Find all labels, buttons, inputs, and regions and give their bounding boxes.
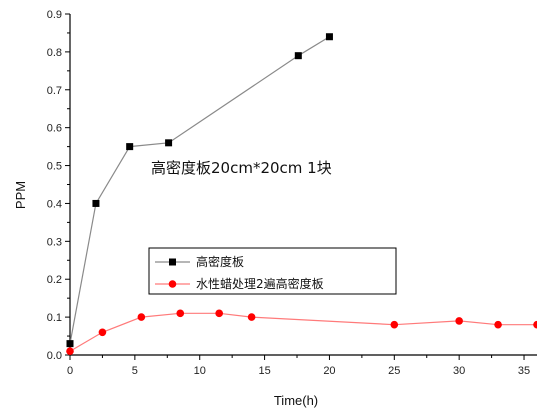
data-point: [494, 320, 502, 329]
data-point: [533, 320, 537, 329]
axes: [69, 14, 537, 356]
ticks: 0.0 0.1 0.2 0.3 0.4 0.5 0.6 0.7 0.8 0.9 0 5 10 15 20 25…: [47, 9, 530, 377]
data-point: [390, 320, 399, 329]
data-point: [176, 309, 185, 318]
series-1: [66, 33, 333, 348]
data-point: [247, 313, 256, 321]
data-point: [455, 317, 463, 325]
chart-annotation: 高密度板20cm*20cm 1块: [151, 159, 332, 177]
legend-entry-1: 高密度板: [155, 254, 244, 269]
x-tick-label: 35: [518, 365, 530, 377]
x-tick-label: 15: [258, 365, 270, 377]
y-tick-label: 0.4: [47, 198, 62, 210]
legend-entry-2: 水性蜡处理2遍高密度板: [155, 276, 324, 291]
data-point: [294, 52, 302, 60]
y-tick-label: 0.5: [47, 161, 62, 173]
series-line: [69, 312, 537, 352]
series: [66, 33, 537, 356]
legend-label: 水性蜡处理2遍高密度板: [196, 276, 324, 291]
series-2: [66, 309, 537, 356]
data-point: [66, 347, 74, 356]
legend-label: 高密度板: [196, 254, 244, 269]
legend-marker: [169, 258, 176, 266]
y-tick-label: 0.8: [47, 47, 62, 59]
x-axis-label: Time(h): [274, 393, 318, 408]
x-tick-label: 30: [453, 365, 465, 377]
y-tick-label: 0.2: [47, 274, 62, 286]
data-point: [215, 309, 223, 318]
y-tick-label: 0.0: [47, 350, 62, 362]
data-point: [126, 143, 134, 151]
series-line: [69, 36, 330, 344]
data-point: [92, 199, 100, 207]
legend-box: [148, 247, 397, 295]
x-tick-label: 5: [132, 365, 138, 377]
x-tick-label: 10: [194, 365, 206, 377]
y-tick-label: 0.6: [47, 123, 62, 135]
x-tick-label: 0: [67, 365, 73, 377]
y-axis-label: PPM: [13, 181, 28, 209]
data-point: [325, 33, 333, 41]
y-tick-label: 0.1: [47, 312, 62, 324]
data-point: [98, 328, 107, 337]
data-point: [137, 313, 146, 321]
data-point: [66, 340, 74, 348]
x-tick-label: 20: [323, 365, 335, 377]
legend-marker: [168, 280, 177, 288]
x-tick-label: 25: [388, 365, 400, 377]
data-point: [165, 139, 173, 147]
y-tick-label: 0.9: [47, 9, 62, 21]
y-tick-label: 0.7: [47, 85, 62, 97]
y-tick-label: 0.3: [47, 236, 62, 248]
